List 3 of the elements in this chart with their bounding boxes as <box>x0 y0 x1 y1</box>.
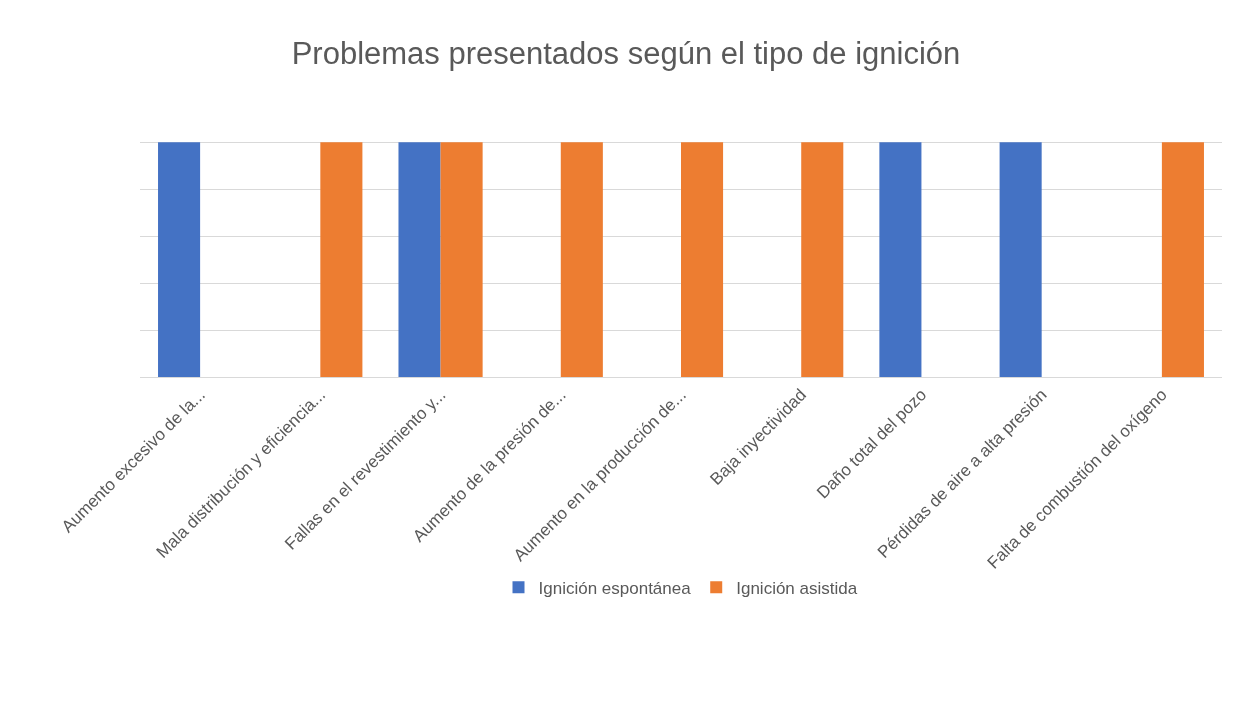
legend-label: Ignición asistida <box>736 578 858 598</box>
legend-label: Ignición espontánea <box>538 578 692 598</box>
chart-title: Problemas presentados según el tipo de ignición <box>291 36 961 72</box>
